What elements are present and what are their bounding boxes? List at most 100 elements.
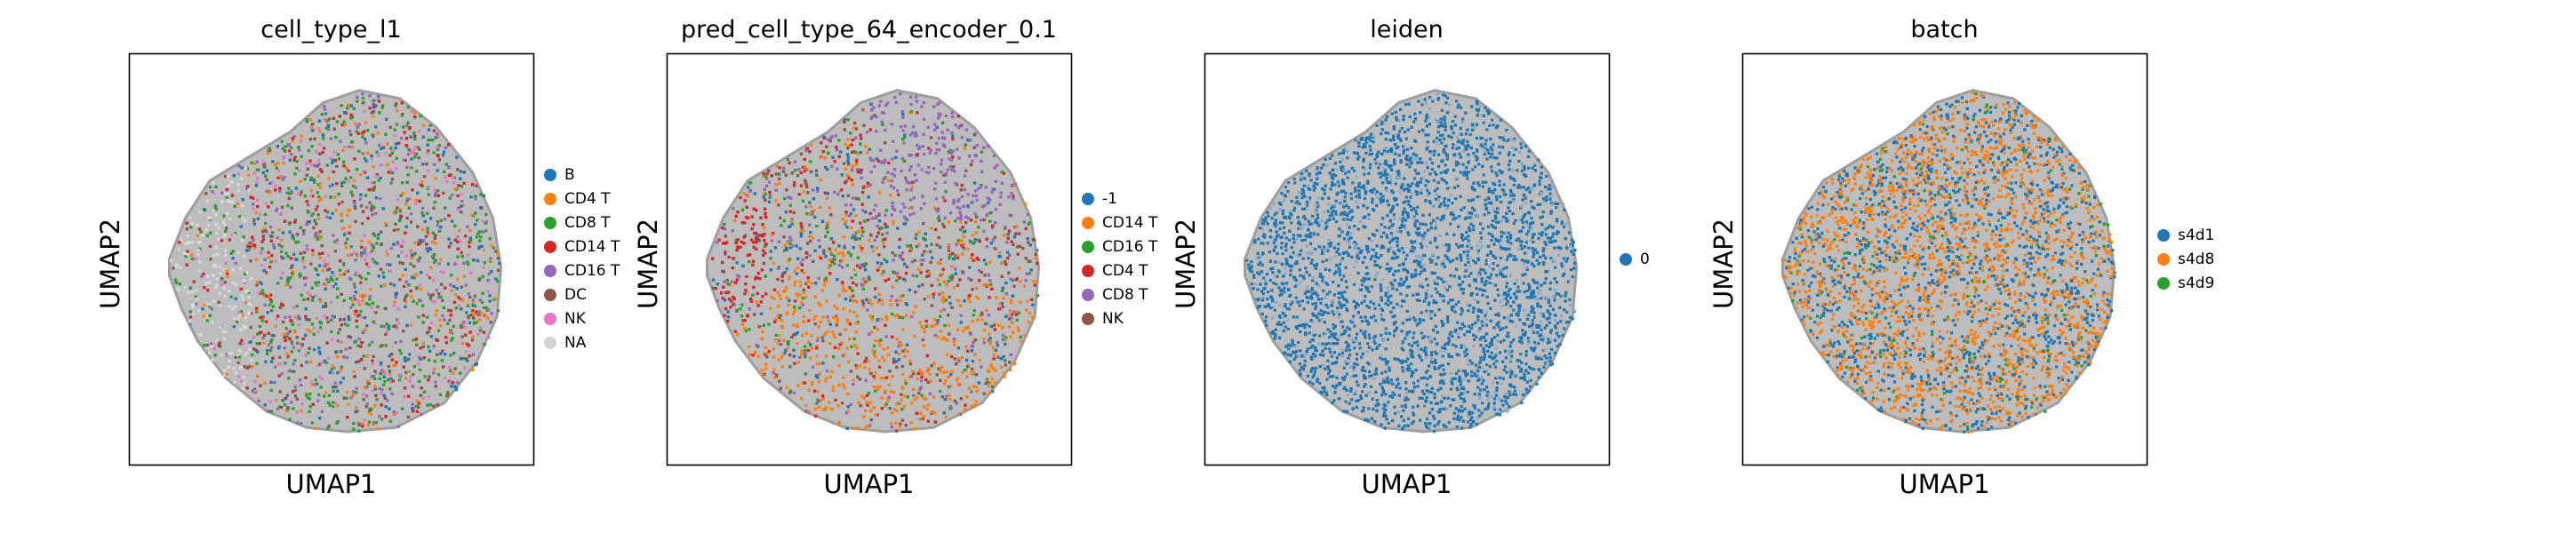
data-point — [460, 204, 463, 208]
data-point — [393, 300, 396, 304]
data-point — [244, 272, 247, 275]
data-point — [188, 286, 192, 290]
data-point — [332, 274, 336, 277]
data-point — [336, 420, 340, 424]
data-point — [216, 252, 220, 257]
data-point — [308, 318, 311, 322]
data-point — [280, 245, 284, 249]
data-point — [226, 272, 229, 275]
data-point — [456, 247, 460, 251]
data-point — [444, 341, 448, 345]
data-point — [252, 207, 255, 211]
data-point — [255, 310, 259, 314]
data-point — [427, 169, 430, 172]
data-point — [305, 394, 308, 397]
data-point — [320, 113, 324, 116]
data-point — [496, 257, 500, 260]
data-point — [252, 389, 257, 393]
data-point — [399, 194, 403, 197]
data-point — [361, 131, 364, 135]
data-point — [360, 251, 364, 255]
data-point — [392, 324, 396, 328]
data-point — [304, 333, 308, 337]
data-point — [310, 286, 314, 290]
data-point — [267, 256, 270, 259]
data-point — [252, 389, 255, 393]
data-point — [394, 341, 397, 345]
data-point — [295, 166, 299, 170]
data-point — [470, 213, 474, 217]
data-point — [298, 317, 301, 321]
data-point — [413, 134, 417, 138]
data-point — [326, 119, 330, 123]
data-point — [208, 186, 212, 189]
data-point — [488, 299, 492, 303]
data-point — [852, 337, 856, 341]
data-point — [387, 171, 390, 174]
data-point — [317, 158, 321, 162]
data-point — [853, 121, 857, 125]
data-point — [391, 379, 395, 383]
data-point — [449, 283, 452, 287]
legend-label: CD4 T — [564, 190, 611, 208]
data-point — [250, 161, 253, 164]
data-point — [390, 358, 394, 362]
data-point — [881, 302, 884, 306]
data-point — [274, 365, 277, 369]
data-point — [877, 265, 882, 268]
data-point — [224, 249, 228, 252]
data-point — [229, 351, 233, 354]
data-point — [273, 246, 276, 250]
data-point — [412, 299, 415, 303]
data-point — [343, 233, 347, 236]
data-point — [364, 246, 367, 250]
data-point — [366, 129, 370, 132]
data-point — [436, 147, 440, 151]
data-point — [300, 190, 303, 194]
data-point — [333, 402, 337, 405]
data-point — [383, 372, 387, 376]
data-point — [237, 164, 241, 168]
data-point — [368, 295, 372, 298]
data-point — [426, 230, 429, 234]
data-point — [247, 365, 251, 369]
data-point — [939, 389, 942, 394]
data-point — [415, 152, 419, 155]
data-point — [417, 243, 420, 246]
data-point — [271, 305, 275, 308]
legend-marker — [544, 193, 556, 205]
data-point — [443, 218, 447, 221]
data-point — [401, 274, 404, 277]
data-point — [267, 148, 270, 152]
data-point — [215, 283, 219, 287]
data-point — [277, 362, 281, 366]
data-point — [411, 402, 414, 406]
data-point — [390, 392, 394, 395]
data-point — [309, 262, 313, 266]
data-point — [300, 383, 303, 387]
data-point — [252, 162, 256, 165]
data-point — [355, 406, 358, 410]
data-point — [247, 188, 251, 192]
data-point — [456, 240, 460, 243]
data-point — [411, 407, 414, 410]
data-point — [385, 322, 388, 326]
data-point — [449, 309, 452, 313]
data-point — [468, 241, 471, 244]
data-point — [471, 338, 475, 342]
data-point — [447, 214, 451, 218]
data-point — [384, 306, 388, 311]
data-point — [317, 350, 321, 354]
data-point — [203, 208, 207, 211]
data-point — [261, 171, 265, 175]
data-point — [270, 360, 274, 363]
data-point — [356, 131, 360, 135]
data-point — [441, 298, 444, 302]
data-point — [972, 194, 975, 197]
data-point — [413, 146, 417, 149]
data-point — [377, 95, 380, 99]
data-point — [468, 330, 472, 334]
data-point — [333, 381, 337, 385]
data-point — [300, 363, 303, 367]
data-point — [238, 342, 242, 346]
